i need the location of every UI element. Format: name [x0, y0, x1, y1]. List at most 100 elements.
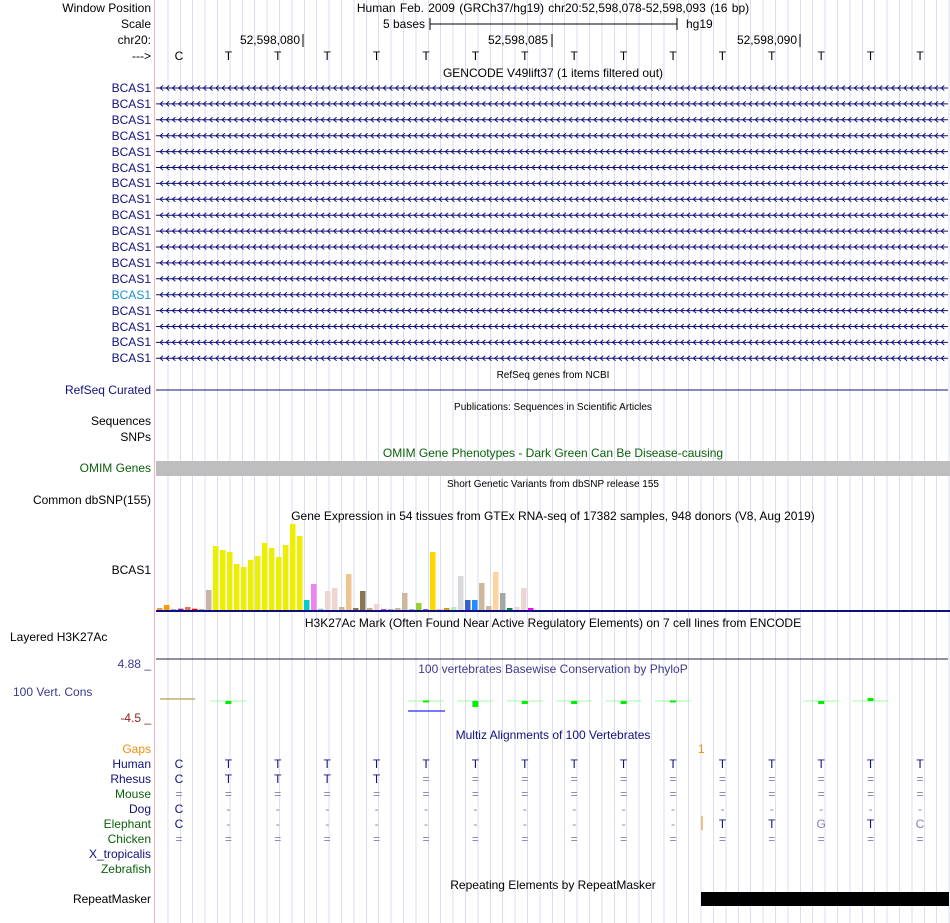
gencode-gene-label[interactable]: BCAS1 — [111, 287, 151, 302]
dbsnp-title[interactable]: Short Genetic Variants from dbSNP releas… — [447, 479, 659, 490]
gencode-gene-label[interactable]: BCAS1 — [111, 224, 151, 239]
gencode-gene-label[interactable]: BCAS1 — [111, 303, 151, 318]
species-label[interactable]: Rhesus — [110, 772, 151, 786]
sequence-base: T — [718, 49, 727, 63]
sequence-base: T — [916, 49, 924, 63]
gencode-gene-label[interactable]: BCAS1 — [111, 81, 151, 95]
gtex-bar — [290, 524, 296, 610]
gtex-bar — [500, 593, 506, 610]
refseq-label[interactable]: RefSeq Curated — [64, 383, 151, 397]
species-label[interactable]: Mouse — [114, 787, 151, 801]
gencode-gene-label[interactable]: BCAS1 — [111, 255, 151, 270]
publications-label-sequences[interactable]: Sequences — [90, 414, 151, 428]
phylop-mark — [225, 701, 232, 704]
alignment-base: T — [521, 757, 529, 771]
gtex-bar — [402, 593, 408, 610]
species-label[interactable]: Human — [112, 757, 151, 771]
gtex-bar — [528, 608, 534, 610]
gencode-gene-label[interactable]: BCAS1 — [111, 319, 151, 334]
alignment-base: - — [621, 817, 626, 831]
gtex-bar — [444, 608, 450, 610]
gencode-gene-label[interactable]: BCAS1 — [111, 208, 151, 223]
gencode-gene-label[interactable]: BCAS1 — [111, 192, 151, 207]
gencode-gene-label[interactable]: BCAS1 — [111, 160, 151, 175]
sequence-base: T — [768, 49, 776, 63]
position-tick-label: 52,598,090 — [736, 33, 797, 47]
publications-title[interactable]: Publications: Sequences in Scientific Ar… — [454, 402, 652, 413]
gencode-gene-label[interactable]: BCAS1 — [111, 240, 151, 254]
gtex-bar — [367, 608, 373, 610]
alignment-base: T — [817, 757, 825, 771]
publications-label-snps[interactable]: SNPs — [120, 430, 151, 444]
sequence-base: T — [274, 49, 282, 63]
alignment-base: T — [718, 817, 727, 831]
alignment-base: = — [620, 832, 628, 846]
species-label[interactable]: Chicken — [107, 832, 151, 846]
gencode-gene-label[interactable]: BCAS1 — [111, 144, 151, 159]
gtex-bar — [192, 608, 198, 610]
repeat-element[interactable] — [701, 892, 949, 906]
gencode-gene-label[interactable]: BCAS1 — [111, 112, 151, 127]
species-label[interactable]: X_tropicalis — [88, 847, 151, 861]
alignment-base: = — [669, 832, 677, 846]
label-divider — [154, 0, 155, 923]
alignment-base: T — [570, 757, 578, 771]
gtex-bar — [339, 607, 345, 610]
phylop-mark — [571, 701, 578, 704]
gencode-gene-label[interactable]: BCAS1 — [111, 335, 151, 350]
omim-gene-bar[interactable] — [156, 461, 950, 476]
gtex-title[interactable]: Gene Expression in 54 tissues from GTEx … — [291, 509, 815, 523]
gtex-bar — [241, 567, 247, 610]
alignment-base: T — [372, 757, 381, 771]
strand-arrows — [159, 196, 945, 203]
gencode-title[interactable]: GENCODE V49lift37 (1 items filtered out) — [442, 66, 664, 80]
gencode-gene-label[interactable]: BCAS1 — [111, 271, 151, 286]
strand-arrows — [159, 101, 945, 107]
alignment-base: T — [274, 772, 282, 786]
sequence-base: T — [422, 49, 430, 63]
multiz-title[interactable]: Multiz Alignments of 100 Vertebrates — [455, 728, 651, 742]
alignment-base: C — [174, 772, 184, 786]
gtex-bar — [430, 552, 436, 610]
gencode-gene-label[interactable]: BCAS1 — [111, 128, 151, 143]
alignment-base: = — [570, 787, 578, 801]
species-label[interactable]: Zebrafish — [100, 862, 151, 876]
gtex-bar — [395, 608, 401, 610]
h3k27ac-label[interactable]: Layered H3K27Ac — [10, 630, 108, 644]
gencode-gene-label[interactable]: BCAS1 — [111, 176, 151, 191]
alignment-base: - — [720, 802, 725, 816]
alignment-base: = — [768, 772, 776, 786]
dbsnp-label[interactable]: Common dbSNP(155) — [32, 493, 151, 507]
sequence-base: T — [521, 49, 529, 63]
gencode-gene-label[interactable]: BCAS1 — [111, 351, 151, 366]
species-label[interactable]: Elephant — [103, 817, 151, 831]
refseq-title[interactable]: RefSeq genes from NCBI — [496, 370, 610, 381]
repeatmasker-label[interactable]: RepeatMasker — [72, 892, 151, 906]
h3k27ac-title[interactable]: H3K27Ac Mark (Often Found Near Active Re… — [304, 616, 802, 630]
gtex-bar — [493, 572, 499, 610]
gtex-bar — [297, 536, 303, 610]
alignment-base: = — [817, 832, 825, 846]
phylop-title[interactable]: 100 vertebrates Basewise Conservation by… — [418, 662, 688, 676]
scale-label: Scale — [120, 17, 151, 31]
phylop-label[interactable]: 100 Vert. Cons — [13, 685, 93, 699]
alignment-base: = — [274, 832, 282, 846]
alignment-base: - — [424, 802, 428, 816]
strand-arrows — [159, 180, 945, 187]
omim-label[interactable]: OMIM Genes — [79, 461, 151, 475]
strand-arrows — [159, 244, 945, 250]
sequence-base: T — [866, 49, 875, 63]
alignment-base: = — [867, 787, 875, 801]
omim-title[interactable]: OMIM Gene Phenotypes - Dark Green Can Be… — [382, 446, 724, 460]
gtex-bar — [185, 607, 191, 610]
species-label[interactable]: Dog — [128, 802, 151, 816]
alignment-base: - — [226, 802, 231, 816]
alignment-base: = — [274, 787, 282, 801]
gencode-gene-label[interactable]: BCAS1 — [111, 96, 151, 111]
alignment-base: - — [819, 802, 824, 816]
alignment-base: - — [374, 817, 379, 831]
gtex-gene-label[interactable]: BCAS1 — [111, 563, 151, 577]
alignment-base: T — [422, 757, 430, 771]
repeatmasker-title[interactable]: Repeating Elements by RepeatMasker — [450, 878, 656, 892]
